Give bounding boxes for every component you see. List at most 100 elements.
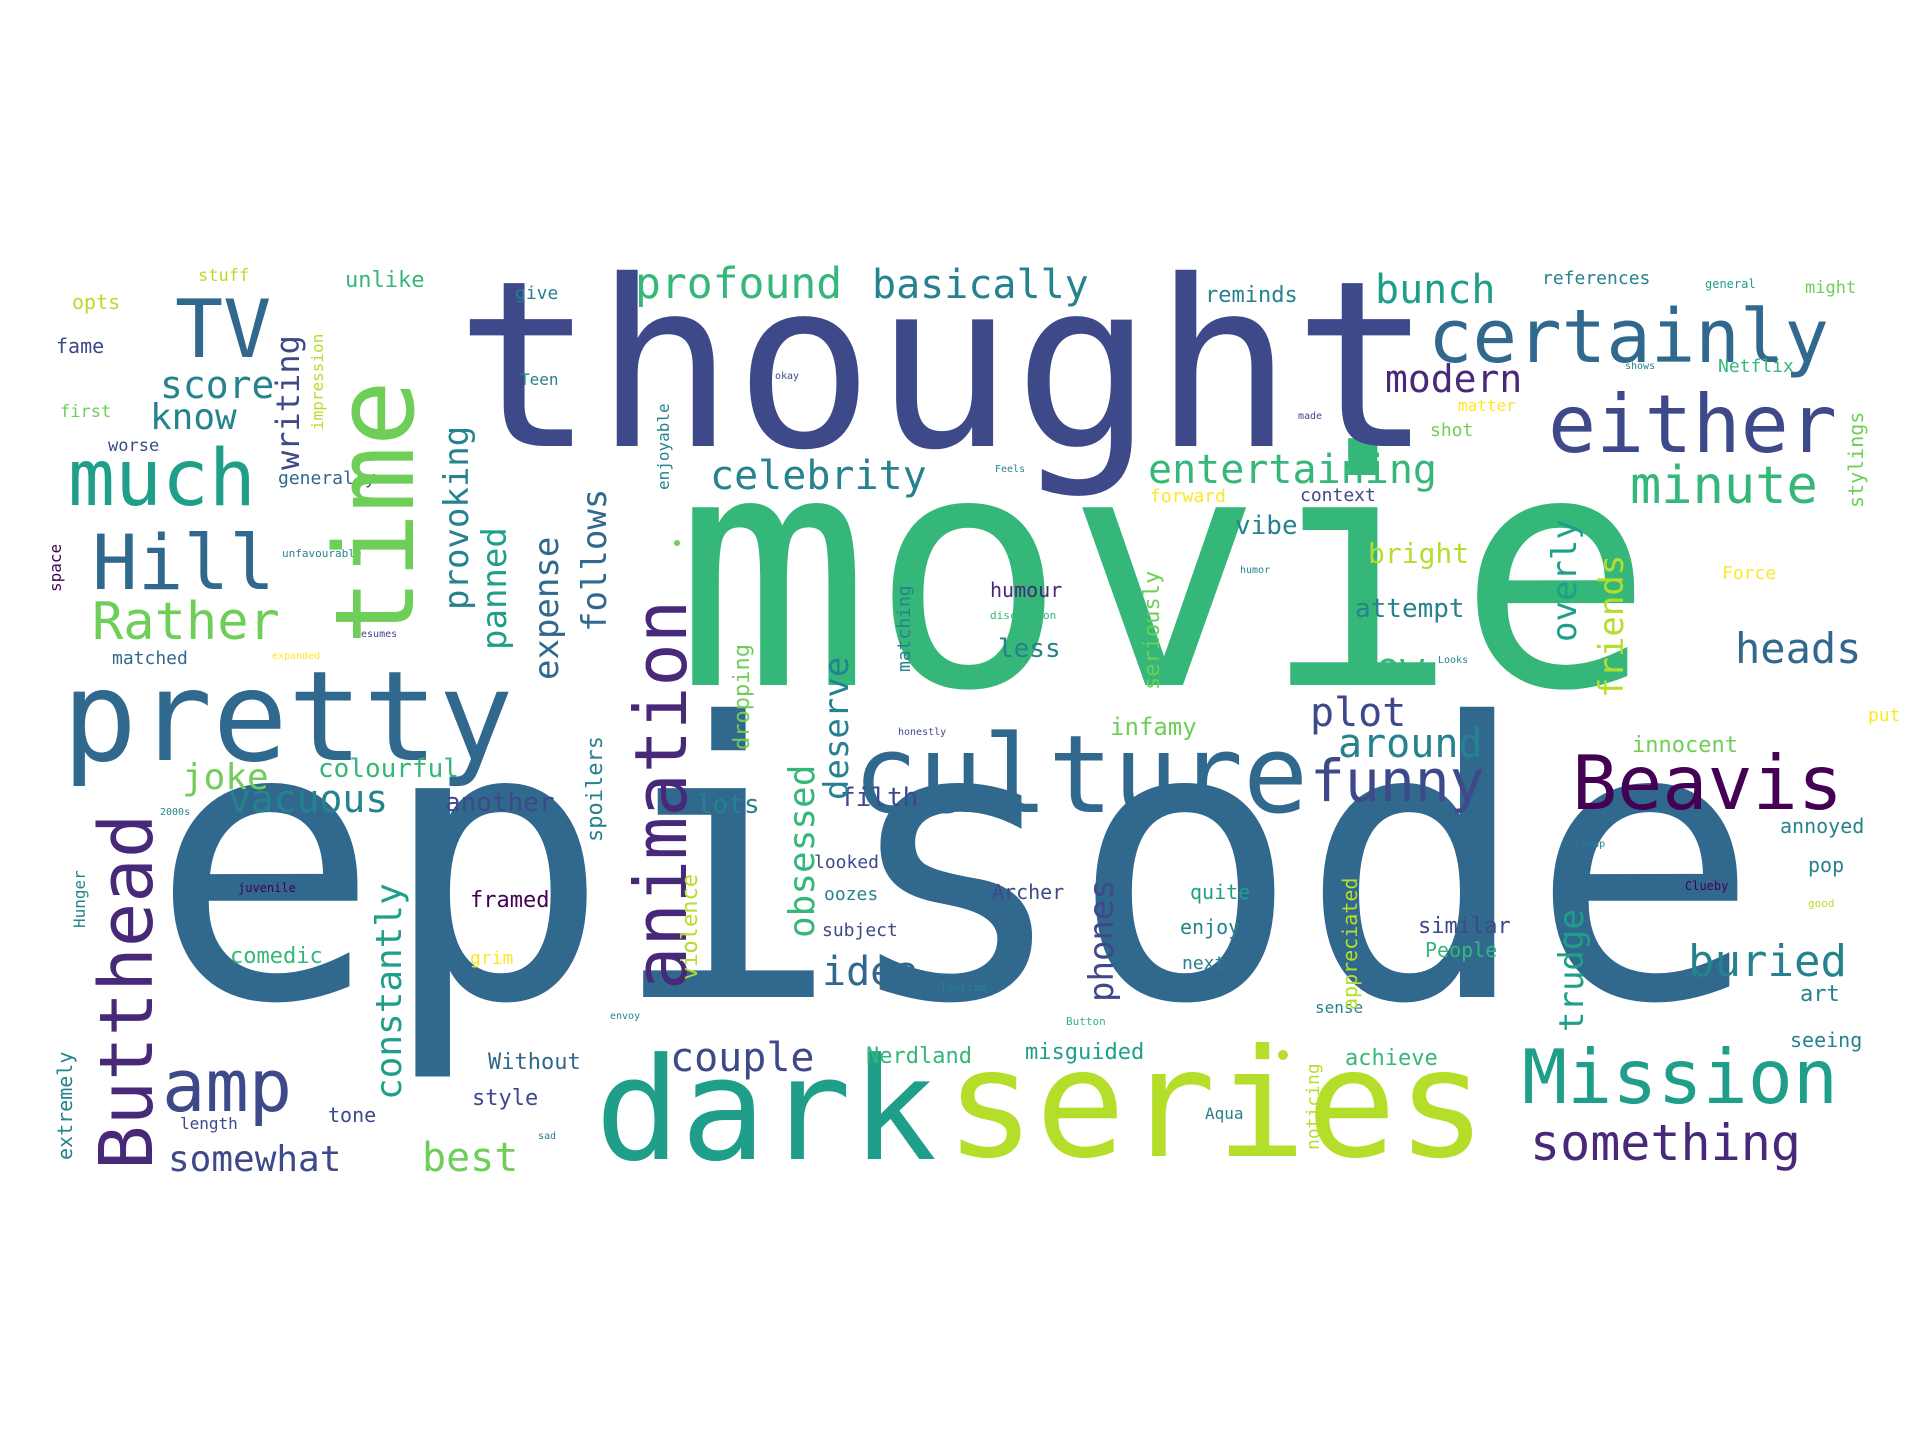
word-culture: culture (853, 713, 1309, 838)
word-grim: grim (470, 948, 514, 969)
word-seeing: seeing (1790, 1028, 1863, 1052)
word-next: next (1182, 953, 1226, 974)
word-unfavourable: unfavourable (282, 547, 362, 560)
word-provoking: provoking (437, 425, 477, 610)
word-honestly: honestly (898, 727, 947, 738)
word-Netflix: Netflix (1718, 356, 1794, 377)
word-matched: matched (112, 648, 188, 669)
word-Force: Force (1722, 563, 1777, 584)
word-expense: expense (527, 536, 567, 680)
word-impression: impression (308, 333, 327, 430)
dot-mark (1278, 1050, 1288, 1060)
word-reminds: reminds (1205, 283, 1298, 308)
word-first: first (60, 402, 112, 422)
word-vacuous: vacuous (228, 777, 389, 821)
word-somewhat: somewhat (168, 1139, 342, 1180)
word-put: put (1868, 705, 1901, 726)
word-Clueby: Clueby (1685, 879, 1729, 893)
word-references: references (1542, 268, 1651, 289)
word-thought: thought (455, 231, 1433, 501)
word-annoyed: annoyed (1780, 814, 1865, 838)
word-episode: episode (150, 643, 1760, 1088)
word-subject: subject (822, 920, 898, 941)
word-bright: bright (1368, 537, 1470, 570)
word-Aqua: Aqua (1205, 1104, 1244, 1123)
word-sad: sad (538, 1131, 557, 1142)
word-pretty: pretty (62, 645, 514, 790)
word-Hill: Hill (92, 518, 276, 607)
word-time: time (311, 380, 439, 645)
word-People: People (1425, 938, 1498, 962)
word-minute: minute (1630, 456, 1818, 516)
word-stuff: stuff (198, 266, 250, 286)
word-deserve: deserve (817, 656, 857, 800)
word-Teen: Teen (520, 370, 559, 389)
word-Mission: Mission (1522, 1033, 1839, 1121)
word-enjoy: enjoy (1180, 915, 1241, 939)
word-couple: couple (670, 1035, 815, 1081)
word-plot: plot (1310, 690, 1407, 736)
word-obsessed: obsessed (782, 764, 823, 938)
word-Butthead: Butthead (84, 813, 170, 1170)
word-lots: lots (697, 790, 760, 820)
word-good: good (1808, 897, 1835, 910)
word-length: length (180, 1114, 238, 1133)
word-joke: joke (182, 757, 269, 798)
word-comedic: comedic (230, 944, 323, 969)
word-vibe: vibe (1235, 511, 1298, 541)
word-worse: worse (108, 436, 160, 456)
word-achieve: achieve (1345, 1046, 1438, 1071)
word-seriously: seriously (1140, 570, 1165, 690)
word-context: context (1300, 485, 1376, 506)
word-much: much (68, 434, 256, 524)
word-something: something (1530, 1114, 1801, 1172)
word-around: around (1338, 721, 1483, 767)
word-okay: okay (775, 371, 800, 382)
word-give: give (515, 283, 559, 304)
word-art: art (1800, 982, 1840, 1007)
word-similar: similar (1418, 914, 1511, 939)
word-profound: profound (635, 259, 843, 309)
word-buried: buried (1688, 936, 1847, 987)
word-fame: fame (56, 334, 105, 358)
word-panned: panned (475, 527, 515, 650)
word-infamy: infamy (1110, 713, 1197, 741)
word-dropping: dropping (730, 644, 755, 750)
word-discussion: discussion (990, 609, 1057, 622)
word-low: low (1352, 645, 1425, 691)
word-score: score (160, 363, 275, 407)
word-matter: matter (1458, 396, 1516, 415)
word-amp: amp (162, 1044, 293, 1128)
word-made: made (1298, 411, 1323, 422)
word-modern: modern (1385, 357, 1523, 401)
word-Feels: Feels (995, 464, 1026, 475)
word-celebrity: celebrity (710, 453, 927, 499)
word-follows: follows (575, 488, 615, 632)
word-spoilers: spoilers (583, 736, 608, 842)
word-TV: TV (175, 283, 272, 376)
word-Beavis: Beavis (1572, 739, 1843, 827)
word-Button: Button (1066, 1015, 1106, 1028)
word-humor: humor (1240, 565, 1271, 576)
word-generally: generally (278, 468, 376, 489)
word-violence: violence (678, 874, 703, 980)
word-oozes: oozes (824, 884, 879, 905)
word-stylings: stylings (1844, 411, 1868, 508)
word-colourful: colourful (318, 754, 459, 784)
word-series: series (945, 1018, 1487, 1192)
word-extremely: extremely (53, 1051, 77, 1160)
word-Rather: Rather (92, 592, 280, 652)
word-movie: movie (675, 383, 1654, 762)
word-tone: tone (328, 1103, 377, 1127)
word-heads: heads (1735, 624, 1862, 673)
word-Hunger: Hunger (70, 870, 89, 928)
word-innocent: innocent (1632, 733, 1738, 758)
word-shot: shot (1430, 420, 1474, 441)
word-sense: sense (1315, 998, 1364, 1017)
word-entertaining: entertaining (1148, 447, 1437, 493)
word-2000s: 2000s (160, 807, 191, 818)
word-friends: friends (1592, 554, 1632, 698)
word-quite: quite (1190, 880, 1251, 904)
word-forward: forward (1150, 486, 1226, 507)
